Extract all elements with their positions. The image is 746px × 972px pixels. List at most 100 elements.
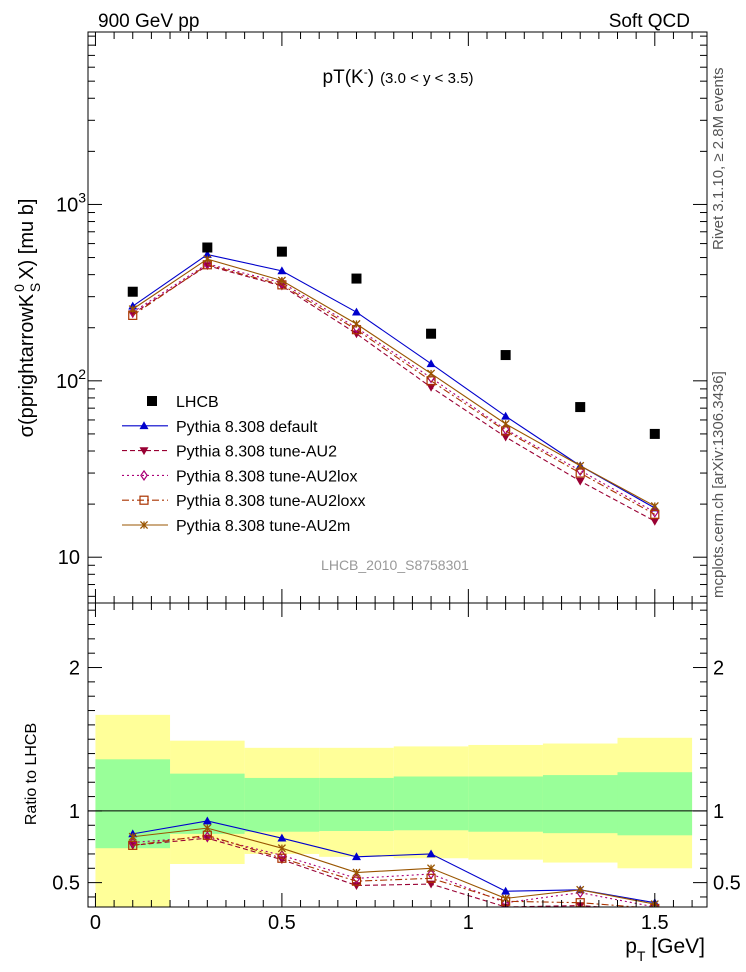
y-tick-label-0: 10 [58,547,80,569]
rivet-version-label: Rivet 3.1.10, ≥ 2.8M events [710,68,727,251]
x-tick-label-0: 0 [90,912,101,934]
series-point-0-5 [501,411,511,420]
green-band-4 [393,776,469,831]
ratio-point-2-1 [203,831,212,843]
series-point-0-4 [426,359,436,368]
ratio-y-tick-label-left-0: 0.5 [52,873,80,895]
lhcb-point-3 [351,273,362,284]
series-point-4-4 [427,369,436,378]
ratio-point-4-6 [576,885,585,894]
legend-label-1: Pythia 8.308 tune-AU2 [176,444,337,461]
legend-marker-4 [139,520,149,530]
lhcb-point-2 [276,246,287,257]
legend-label-3: Pythia 8.308 tune-AU2loxx [176,493,365,510]
legend-marker-2 [140,469,148,481]
green-band-5 [468,776,543,832]
series-point-1-7 [650,517,660,526]
x-tick-label-3: 1.5 [641,912,669,934]
ratio-panel-ylabel: Ratio to LHCB [23,723,40,825]
ratio-point-3-4 [426,873,436,883]
legend-marker-1 [139,447,149,456]
ratio-line-4 [132,827,655,905]
series-line-1 [132,265,656,522]
ratio-point-4-2 [277,844,286,853]
ratio-point-0-4 [426,849,436,858]
legend-marker-lhcb [147,396,157,406]
ratio-line-0 [132,820,655,904]
legend-marker-3 [139,495,149,505]
analysis-watermark: LHCB_2010_S8758301 [321,557,469,573]
series-point-1-6 [575,477,585,486]
ratio-y-tick-label-right-2: 2 [713,658,724,680]
ratio-point-3-0 [128,840,138,850]
series-point-1-5 [501,433,511,442]
ratio-y-tick-label-right-1: 1 [713,801,724,823]
series-point-0-3 [351,307,361,316]
ratio-point-0-1 [202,816,212,825]
series-point-4-6 [576,461,585,470]
ratio-point-3-3 [351,876,362,886]
main-panel: 10 102 103 [56,31,708,604]
legend-item-4: Pythia 8.308 tune-AU2m [122,518,350,535]
top-panel-ylabel: σ(pprightarrowK0SX) [mu b] [11,199,43,438]
ratio-point-4-4 [427,864,436,873]
lhcb-point-0 [127,286,138,297]
green-band-6 [542,775,618,834]
ratio-line-1 [132,837,607,907]
x-axis-label: pT [GeV] [625,935,705,964]
legend: LHCB Pythia 8.308 default Pythia 8.308 tun… [122,394,365,535]
green-band-7 [617,772,693,836]
header-right-label: Soft QCD [609,11,690,32]
ratio-point-4-1 [203,824,212,833]
lhcb-point-4 [426,328,437,339]
legend-label-lhcb: LHCB [176,394,219,411]
series-line-4 [132,258,656,507]
green-band-3 [319,777,394,831]
ratio-y-tick-label-left-1: 1 [69,801,80,823]
lhcb-point-6 [575,402,586,413]
series-line-2 [132,263,656,513]
legend-item-lhcb: LHCB [147,394,219,411]
series-point-4-1 [203,255,212,264]
series-line-0 [132,253,656,509]
ratio-series-group [128,816,660,907]
legend-item-3: Pythia 8.308 tune-AU2loxx [122,493,365,510]
y-tick-label-1: 102 [56,366,86,393]
lhcb-point-7 [649,428,660,439]
legend-label-0: Pythia 8.308 default [176,419,318,436]
ratio-point-4-0 [128,832,137,841]
lhcb-point-5 [500,350,511,361]
ratio-point-0-2 [277,833,287,842]
series-point-4-0 [128,305,137,314]
y-tick-label-2: 103 [56,189,86,216]
header-left-label: 900 GeV pp [98,11,199,32]
legend-item-2: Pythia 8.308 tune-AU2lox [122,468,357,485]
ratio-y-tick-label-right-0: 0.5 [713,873,741,895]
top-panel-title: pT(K-) (3.0 < y < 3.5) [323,65,474,88]
ratio-point-1-3 [351,882,361,890]
series-point-3-7 [650,509,660,519]
legend-label-2: Pythia 8.308 tune-AU2lox [176,468,357,485]
green-band-2 [244,777,320,832]
ratio-point-0-3 [351,852,361,861]
main-panel-frame [87,31,708,604]
legend-item-0: Pythia 8.308 default [122,419,318,436]
lhcb-point-1 [202,242,213,253]
series-point-1-0 [128,310,138,319]
legend-item-1: Pythia 8.308 tune-AU2 [122,444,337,461]
ratio-point-0-5 [501,886,511,895]
legend-marker-0 [139,421,149,430]
series-point-2-5 [501,423,510,436]
legend-label-4: Pythia 8.308 tune-AU2m [176,518,350,535]
series-point-4-7 [650,501,659,511]
ratio-panel: 0 0.5 1 1.5 0.5 0.5 1 1 2 2 [52,602,741,934]
mcplots-label: mcplots.cern.ch [arXiv:1306.3436] [710,371,727,598]
series-point-4-2 [277,276,286,285]
ratio-point-4-3 [352,868,361,877]
x-tick-label-2: 1 [463,912,474,934]
x-tick-label-1: 0.5 [268,912,296,934]
ratio-y-tick-label-left-2: 2 [69,658,80,680]
series-point-1-4 [426,383,436,392]
series-point-4-3 [352,319,361,329]
